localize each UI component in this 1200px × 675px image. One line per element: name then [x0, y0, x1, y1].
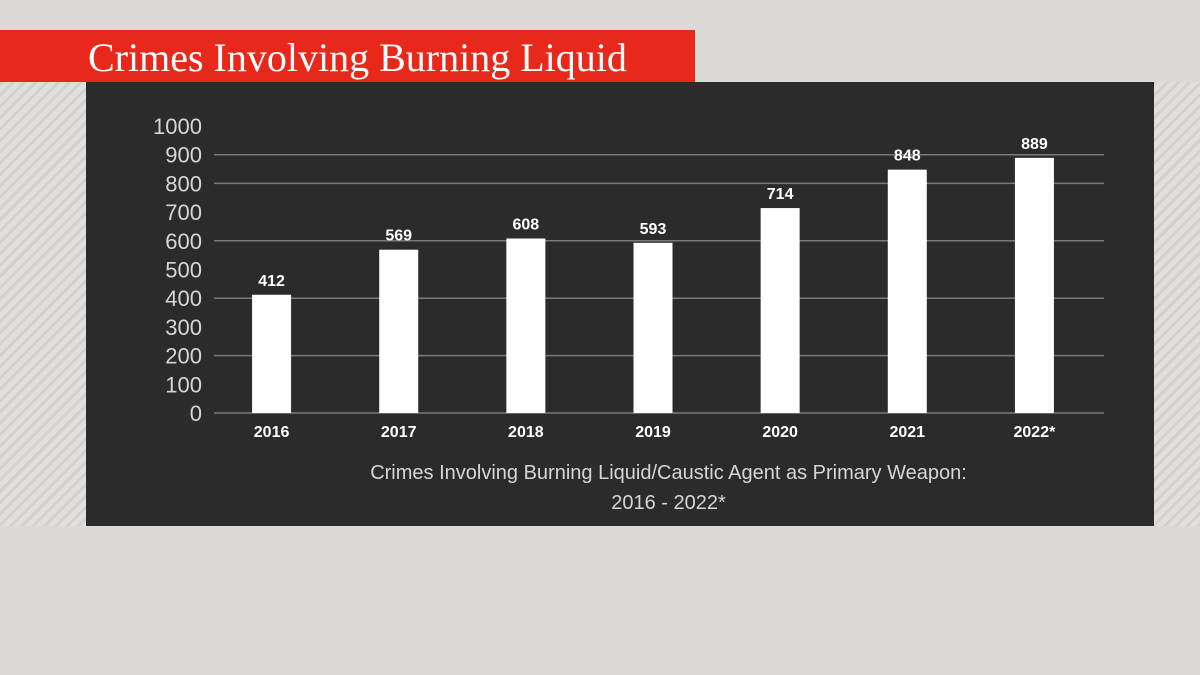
- bar: [1014, 157, 1054, 413]
- caption-line-2: 2016 - 2022*: [611, 492, 726, 514]
- bar: [887, 169, 927, 413]
- bar-value-label: 608: [513, 217, 540, 234]
- caption-line-1: Crimes Involving Burning Liquid/Caustic …: [370, 462, 967, 484]
- page-title: Crimes Involving Burning Liquid: [88, 35, 627, 80]
- x-tick-label: 2018: [508, 424, 544, 441]
- y-tick-label: 200: [165, 344, 202, 369]
- bar-value-label: 714: [767, 186, 794, 203]
- y-tick-label: 800: [165, 171, 202, 196]
- y-tick-label: 400: [165, 286, 202, 311]
- bar-value-label: 593: [640, 221, 667, 238]
- x-tick-label: 2021: [889, 424, 925, 441]
- x-tick-label: 2017: [381, 424, 417, 441]
- chart-caption: Crimes Involving Burning Liquid/Caustic …: [86, 458, 1200, 518]
- bar-value-label: 848: [894, 148, 921, 165]
- x-tick-label: 2019: [635, 424, 671, 441]
- y-tick-label: 500: [165, 258, 202, 283]
- y-tick-label: 600: [165, 229, 202, 254]
- bar: [506, 238, 546, 413]
- bar-value-label: 569: [385, 228, 412, 245]
- y-tick-label: 100: [165, 372, 202, 397]
- bar: [252, 294, 292, 413]
- x-tick-label: 2022*: [1014, 424, 1057, 441]
- title-banner: [0, 30, 695, 82]
- y-tick-label: 700: [165, 200, 202, 225]
- x-tick-label: 2020: [762, 424, 798, 441]
- y-tick-label: 300: [165, 315, 202, 340]
- bar-value-label: 412: [258, 273, 285, 290]
- x-tick-label: 2016: [254, 424, 290, 441]
- bar: [633, 242, 673, 413]
- y-tick-label: 900: [165, 143, 202, 168]
- bar-value-label: 889: [1021, 136, 1048, 153]
- bar: [379, 249, 419, 413]
- y-tick-label: 1000: [153, 114, 202, 139]
- bar-chart: 0 100 200 300 400 500 600 700 800 900 1000 412 2016 5…: [153, 114, 1104, 441]
- y-tick-label: 0: [190, 401, 202, 426]
- bar: [760, 208, 800, 413]
- chart-panel: 0 100 200 300 400 500 600 700 800 900 1000 412 2016 5…: [86, 82, 1154, 526]
